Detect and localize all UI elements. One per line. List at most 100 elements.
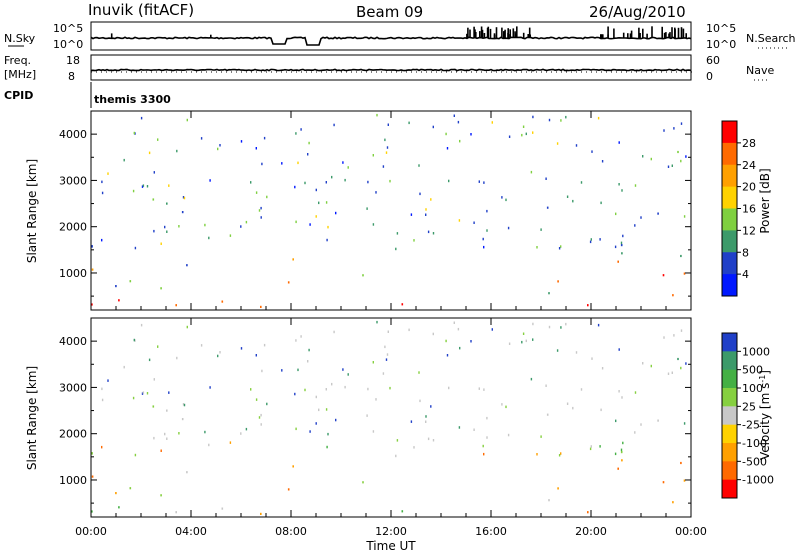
data-cell [186, 325, 188, 329]
data-cell [182, 403, 185, 406]
nave-point [371, 71, 372, 73]
data-cell [153, 436, 155, 440]
data-cell [448, 179, 450, 183]
data-cell [209, 179, 211, 182]
nave-point [321, 71, 322, 73]
data-cell [118, 299, 120, 302]
nave-point [436, 71, 437, 73]
data-cell [525, 132, 527, 136]
nsearch-bar [646, 33, 648, 38]
nave-point [611, 71, 612, 73]
data-cell [375, 398, 377, 401]
nave-point [286, 71, 287, 73]
nave-point [326, 71, 327, 73]
power-colorbar: 28 24 20 16 12 8 4 [721, 120, 756, 297]
freq-trace [90, 68, 692, 73]
data-cell [255, 191, 258, 194]
nsearch-bar [501, 27, 503, 38]
data-cell [396, 232, 399, 235]
data-cell [101, 398, 104, 402]
data-cell [146, 392, 149, 395]
data-cell [287, 281, 290, 284]
colorbar-swatch [722, 208, 737, 231]
data-cell [219, 144, 221, 147]
data-cell [425, 415, 427, 418]
data-cell [292, 258, 294, 261]
data-cell [587, 511, 589, 514]
data-cell [483, 245, 485, 249]
data-cell [294, 185, 296, 189]
data-cell [101, 180, 103, 184]
data-cell [142, 184, 145, 187]
data-cell [680, 122, 683, 125]
data-cell [459, 346, 461, 350]
data-cell [287, 488, 290, 491]
nsky-label: N.Sky [4, 32, 36, 45]
data-cell [387, 123, 389, 126]
data-cell [297, 368, 299, 372]
nave-point [591, 71, 592, 73]
data-cell [575, 351, 578, 354]
data-cell [508, 342, 511, 345]
data-cell [446, 147, 449, 150]
data-cell [166, 230, 168, 233]
data-cell [560, 119, 562, 122]
velocity-colorbar-label-sup: -1 [758, 375, 767, 383]
nave-point [541, 71, 542, 73]
data-cell [482, 444, 484, 448]
nave-point [346, 71, 347, 73]
data-cell [591, 150, 593, 153]
data-cell [672, 501, 674, 504]
data-cell [548, 292, 550, 295]
data-cell [459, 139, 461, 143]
data-cell [141, 185, 144, 188]
data-cell [667, 165, 670, 168]
x-tick-label: 20:00 [575, 525, 607, 538]
nsearch-bar [504, 29, 506, 38]
data-cell [473, 428, 475, 431]
y-tick-label: 3000 [59, 174, 87, 187]
data-cell [618, 390, 620, 393]
x-tick-label: 04:00 [175, 525, 207, 538]
data-cell [295, 220, 297, 224]
nave-point [151, 71, 152, 73]
data-cell [548, 325, 551, 329]
data-cell [260, 305, 262, 308]
date-title: 26/Aug/2010 [589, 3, 686, 21]
colorbar-swatch [722, 252, 737, 275]
nave-point [161, 71, 162, 73]
nsearch-bar [480, 26, 483, 38]
data-cell [309, 223, 311, 226]
colorbar-swatch [722, 461, 737, 481]
nave-point [101, 71, 102, 73]
colorbar-swatch [722, 424, 737, 444]
data-cell [521, 133, 523, 137]
colorbar-swatch [722, 186, 737, 210]
data-cell [315, 395, 317, 399]
nave-point [606, 71, 607, 73]
colorbar-swatch [722, 443, 737, 462]
data-cell [176, 356, 178, 360]
data-cell [261, 369, 263, 373]
data-cell [148, 151, 151, 155]
data-cell [101, 191, 104, 195]
data-cell [650, 364, 652, 368]
nave-point [641, 71, 642, 73]
nsearch-bar [210, 34, 212, 38]
data-cell [295, 427, 297, 431]
data-cell [667, 372, 670, 375]
nave-point [531, 71, 532, 73]
data-cell [525, 339, 527, 343]
velocity-colorbar: 1000 500 100 25 -25 -100 -500 -1000 [721, 332, 774, 499]
nsearch-bar [682, 28, 685, 38]
colorbar-tick-label: -100 [742, 437, 767, 450]
data-cell [557, 487, 559, 490]
colorbar-tick-label: -500 [742, 455, 767, 468]
data-cell [548, 118, 551, 122]
velocity-colorbar-label-end: ] [758, 370, 772, 375]
colorbar-tick-label: -25 [742, 419, 760, 432]
data-cell [333, 123, 335, 127]
nsearch-bar [671, 27, 673, 38]
nsearch-bar [479, 31, 481, 38]
